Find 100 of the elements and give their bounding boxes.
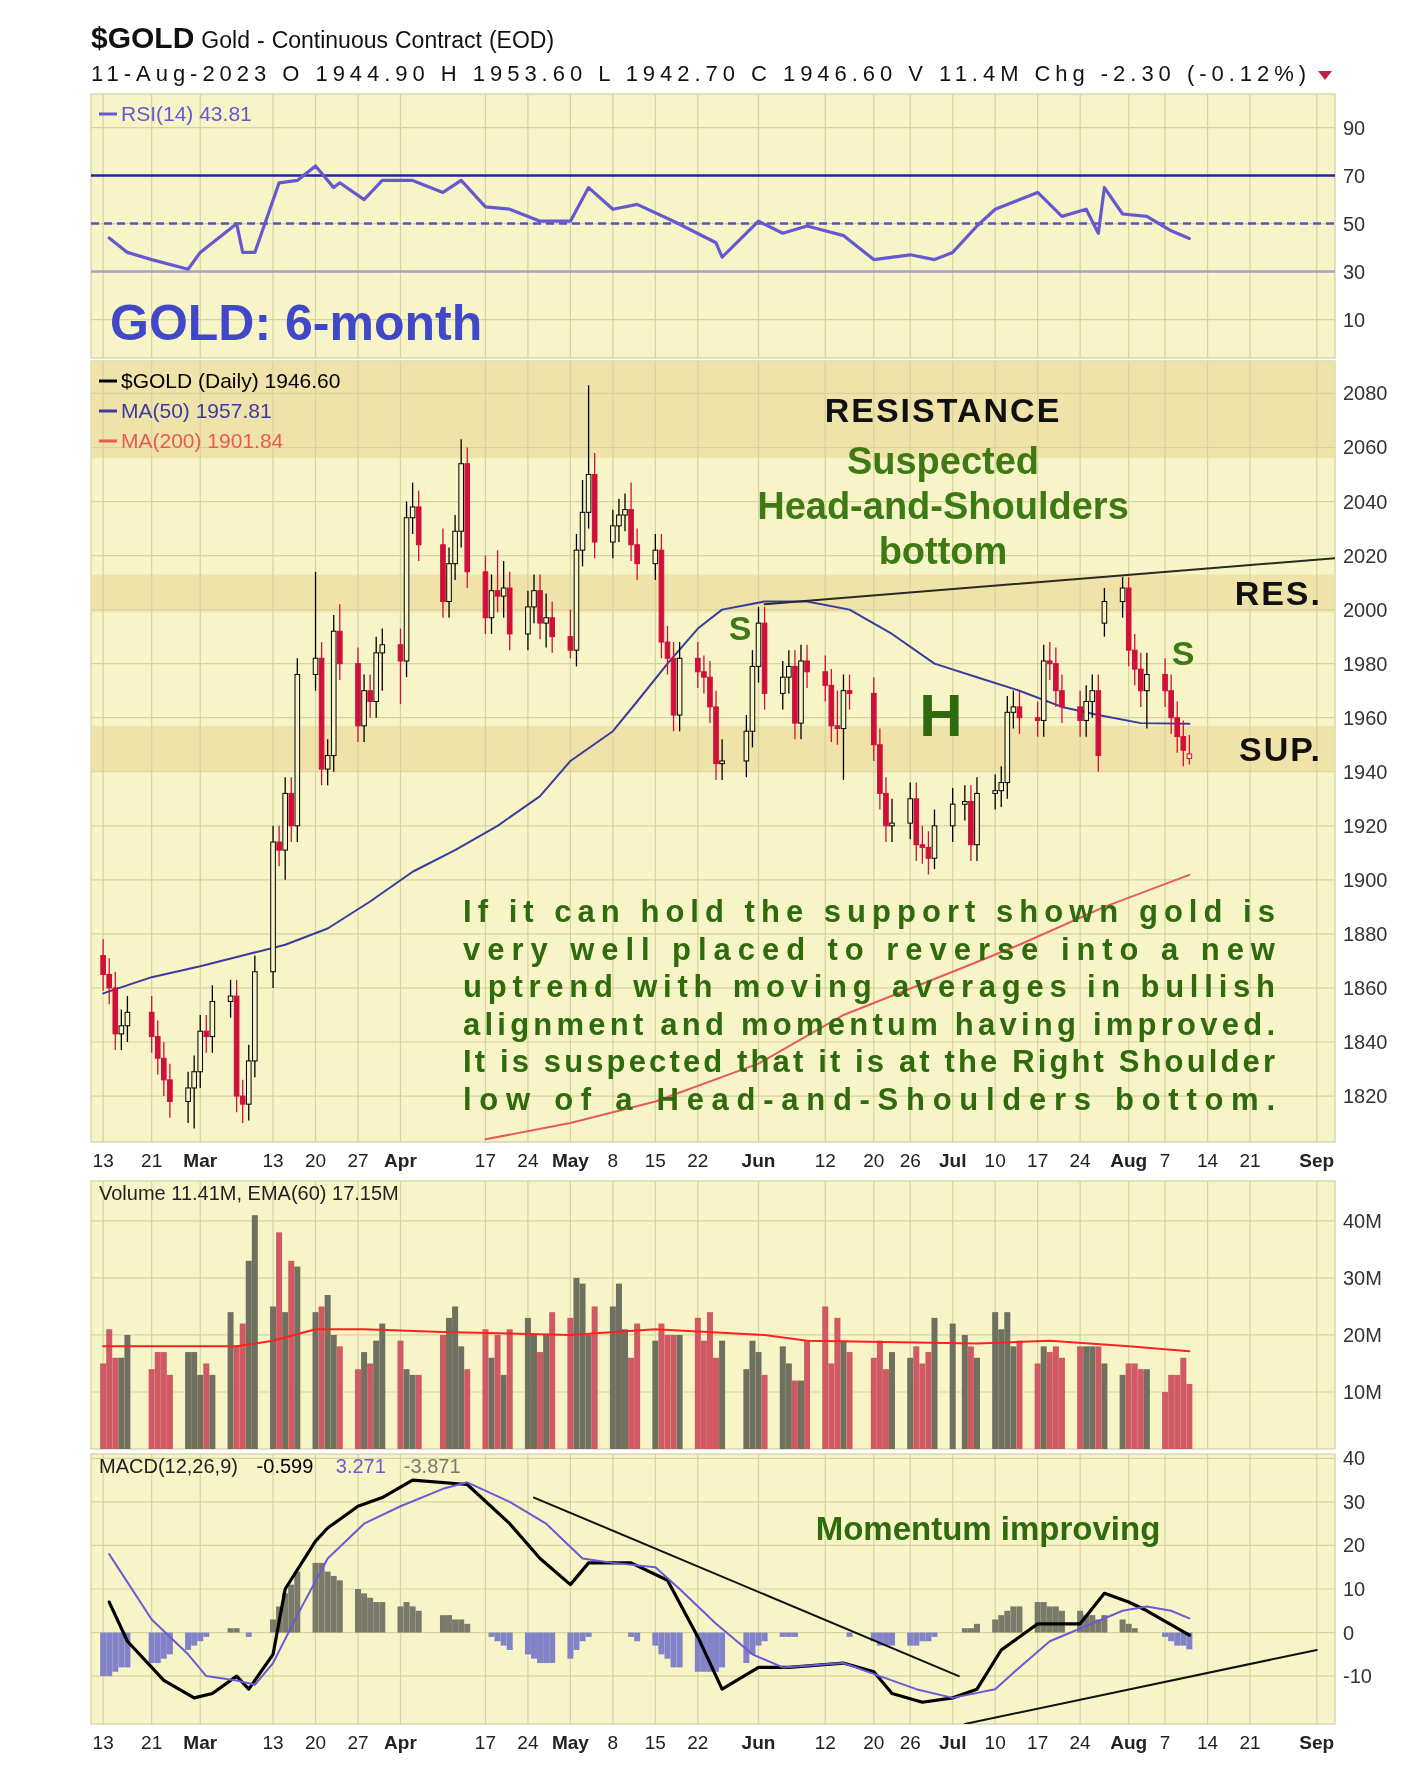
x-tick-label: 8: [607, 1732, 619, 1753]
x-tick-label: Aug: [1110, 1732, 1148, 1753]
x-tick-label: 10: [984, 1732, 1006, 1753]
x-tick-label: 17: [1027, 1150, 1049, 1171]
x-tick-label: 22: [687, 1150, 709, 1171]
y-tick-label: 1960: [1343, 706, 1388, 729]
x-tick-label: 14: [1197, 1732, 1219, 1753]
x-tick-label: 20: [863, 1732, 885, 1753]
y-tick-label: 1980: [1343, 652, 1388, 675]
x-tick-label: 21: [1239, 1150, 1261, 1171]
legend-label: $GOLD (Daily) 1946.60: [121, 369, 341, 392]
band-label: RESISTANCE: [824, 390, 1062, 429]
y-tick-label: 20M: [1343, 1323, 1382, 1346]
x-tick-label: 7: [1159, 1732, 1171, 1753]
y-tick-label: 1900: [1343, 868, 1388, 891]
chart-subtitle: 11-Aug-2023 O 1944.90 H 1953.60 L 1942.70 C 1946.60 V 11.4M Chg -2.30 (-0.12%): [91, 61, 1306, 86]
y-tick-label: 10M: [1343, 1380, 1382, 1403]
x-tick-label: 17: [1027, 1732, 1049, 1753]
x-tick-label: 24: [517, 1732, 539, 1753]
x-tick-label: 20: [304, 1150, 327, 1171]
x-tick-label: Mar: [183, 1732, 218, 1753]
y-tick-label: 2080: [1343, 382, 1388, 405]
x-tick-label: 8: [607, 1150, 619, 1171]
y-tick-label: 1860: [1343, 976, 1388, 999]
x-tick-label: Sep: [1299, 1150, 1335, 1171]
x-tick-label: 13: [92, 1732, 114, 1753]
y-tick-label: -10: [1343, 1665, 1372, 1688]
y-tick-label: 1840: [1343, 1031, 1388, 1054]
y-tick-label: 30: [1343, 260, 1366, 283]
y-tick-label: 50: [1343, 212, 1366, 235]
x-tick-label: 24: [1069, 1732, 1092, 1753]
chart-title: $GOLD Gold - Continuous Contract (EOD): [91, 21, 555, 54]
y-tick-label: 40M: [1343, 1209, 1382, 1232]
x-tick-label: Apr: [384, 1732, 418, 1753]
x-tick-label: 13: [262, 1150, 284, 1171]
y-tick-label: 40: [1343, 1447, 1366, 1470]
series-label: 3.271: [335, 1455, 386, 1477]
y-tick-label: 30: [1343, 1490, 1366, 1513]
annotation: H: [919, 681, 963, 749]
x-tick-label: Apr: [384, 1150, 418, 1171]
y-tick-label: 2060: [1343, 436, 1388, 459]
annotation: Suspected Head-and-Shoulders bottom: [757, 440, 1129, 572]
chart-title: Volume 11.41M, EMA(60) 17.15M: [99, 1182, 399, 1204]
x-tick-label: 20: [863, 1150, 885, 1171]
y-tick-label: 1880: [1343, 922, 1388, 945]
x-tick-label: Sep: [1299, 1732, 1335, 1753]
x-tick-label: 22: [687, 1732, 709, 1753]
x-tick-label: 13: [92, 1150, 114, 1171]
legend-label: MA(50) 1957.81: [121, 399, 272, 422]
x-tick-label: 21: [141, 1150, 163, 1171]
y-tick-label: 2040: [1343, 490, 1388, 513]
x-tick-label: 15: [644, 1732, 666, 1753]
y-tick-label: 2020: [1343, 544, 1388, 567]
x-tick-label: 15: [644, 1150, 666, 1171]
x-tick-label: 12: [814, 1150, 836, 1171]
x-tick-label: Jul: [938, 1732, 967, 1753]
x-tick-label: May: [551, 1732, 590, 1753]
y-tick-label: 2000: [1343, 598, 1388, 621]
x-tick-label: 7: [1159, 1150, 1171, 1171]
x-tick-label: 21: [1239, 1732, 1261, 1753]
chart-title: MACD(12,26,9): [99, 1455, 238, 1477]
x-tick-label: Jul: [938, 1150, 967, 1171]
x-tick-label: Mar: [183, 1150, 218, 1171]
annotation: S: [1171, 634, 1195, 672]
x-tick-label: Jun: [741, 1732, 776, 1753]
x-tick-label: May: [551, 1150, 590, 1171]
band-label: SUP.: [1239, 729, 1322, 768]
y-tick-label: 10: [1343, 1578, 1366, 1600]
x-tick-label: 24: [517, 1150, 539, 1171]
x-tick-label: 20: [304, 1732, 327, 1753]
x-tick-label: 26: [899, 1732, 921, 1753]
x-tick-label: 21: [141, 1732, 163, 1753]
x-tick-label: 14: [1197, 1150, 1219, 1171]
y-tick-label: 20: [1343, 1534, 1366, 1557]
x-tick-label: 24: [1069, 1150, 1092, 1171]
x-tick-label: 10: [984, 1150, 1006, 1171]
annotation: GOLD: 6-month: [110, 295, 483, 351]
x-tick-label: Jun: [741, 1150, 776, 1171]
annotation: Momentum improving: [815, 1510, 1161, 1547]
y-tick-label: 90: [1343, 116, 1366, 139]
x-tick-label: 12: [814, 1732, 836, 1753]
y-tick-label: 30M: [1343, 1266, 1382, 1289]
x-tick-label: 27: [347, 1150, 369, 1171]
text: -3.871: [403, 1455, 461, 1477]
text: -0.599: [256, 1455, 314, 1477]
x-tick-label: Aug: [1110, 1150, 1148, 1171]
annotation: S: [728, 609, 752, 647]
y-tick-label: 10: [1343, 308, 1366, 331]
y-tick-label: 1920: [1343, 814, 1388, 837]
x-tick-label: 26: [899, 1150, 921, 1171]
y-tick-label: 0: [1343, 1621, 1355, 1644]
y-tick-label: 1940: [1343, 760, 1388, 783]
x-tick-label: 17: [474, 1732, 497, 1753]
y-tick-label: 1820: [1343, 1085, 1388, 1108]
band-label: RES.: [1234, 574, 1322, 613]
x-tick-label: 27: [347, 1732, 369, 1753]
x-tick-label: 13: [262, 1732, 284, 1753]
legend-label: MA(200) 1901.84: [121, 429, 284, 452]
x-tick-label: 17: [474, 1150, 497, 1171]
y-tick-label: 70: [1343, 164, 1366, 187]
